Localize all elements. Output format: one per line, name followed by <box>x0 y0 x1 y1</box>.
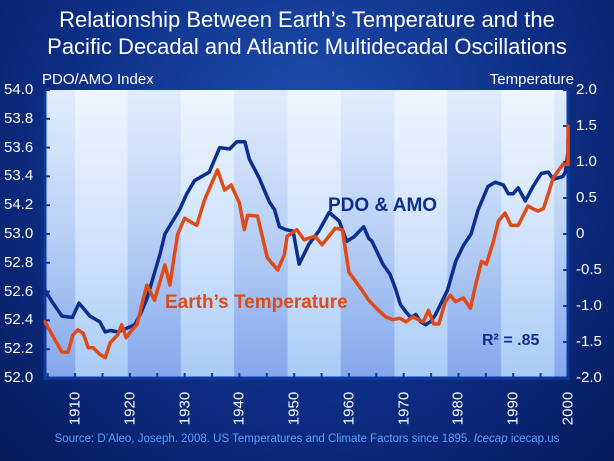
plot-stripe <box>127 90 181 378</box>
pdo-amo-series-label: PDO & AMO <box>328 195 437 216</box>
left-y-tick-label: 53.6 <box>4 138 34 156</box>
earth-temperature-line <box>43 124 570 360</box>
right-y-tick-label: -2.0 <box>576 369 602 386</box>
earth-temperature-series-label: Earth’s Temperature <box>165 292 348 313</box>
left-y-tick-label: 52.4 <box>4 311 34 329</box>
right-y-tick-label: 1.0 <box>576 153 597 170</box>
right-y-tick-label: -1.5 <box>576 333 602 350</box>
left-y-tick-label: 53.4 <box>4 167 34 185</box>
left-y-tick-label: 54.0 <box>4 81 34 98</box>
right-y-tick-label: -0.5 <box>576 261 602 278</box>
left-y-tick-label: 52.2 <box>4 340 34 358</box>
left-y-tick-label: 52.6 <box>4 282 34 300</box>
left-y-tick-label: 52.0 <box>4 369 34 386</box>
right-y-tick-label: 0 <box>576 225 585 242</box>
series-lines <box>43 124 570 360</box>
right-y-tick-label: 1.5 <box>576 117 597 134</box>
plot-stripe <box>447 90 502 378</box>
source-site: icecap.us <box>510 433 560 445</box>
right-y-tick-label: 0.5 <box>576 189 597 206</box>
right-y-tick-label: 2.0 <box>576 81 597 98</box>
source-citation: Source: D’Aleo, Joseph. 2008. US Tempera… <box>0 433 614 445</box>
left-axis-title: PDO/AMO Index <box>42 71 154 88</box>
source-text: Source: D’Aleo, Joseph. 2008. US Tempera… <box>54 433 471 445</box>
chart-title-line-1: Relationship Between Earth’s Temperature… <box>59 7 555 32</box>
chart-title-line-2: Pacific Decadal and Atlantic Multidecada… <box>47 34 567 59</box>
chart-title: Relationship Between Earth’s Temperature… <box>0 6 614 60</box>
right-y-tick-label: -1.0 <box>576 297 602 314</box>
left-y-tick-label: 54.2 <box>4 196 34 214</box>
plot-frame <box>43 89 570 380</box>
source-italic: Icecap <box>473 433 508 445</box>
left-y-tick-label: 53.8 <box>4 109 34 127</box>
left-y-tick-label: 52.8 <box>4 253 34 271</box>
r-squared-annotation: R² = .85 <box>482 332 539 349</box>
left-y-tick-label: 53.0 <box>4 225 34 242</box>
right-axis-title: Temperature <box>489 71 574 88</box>
